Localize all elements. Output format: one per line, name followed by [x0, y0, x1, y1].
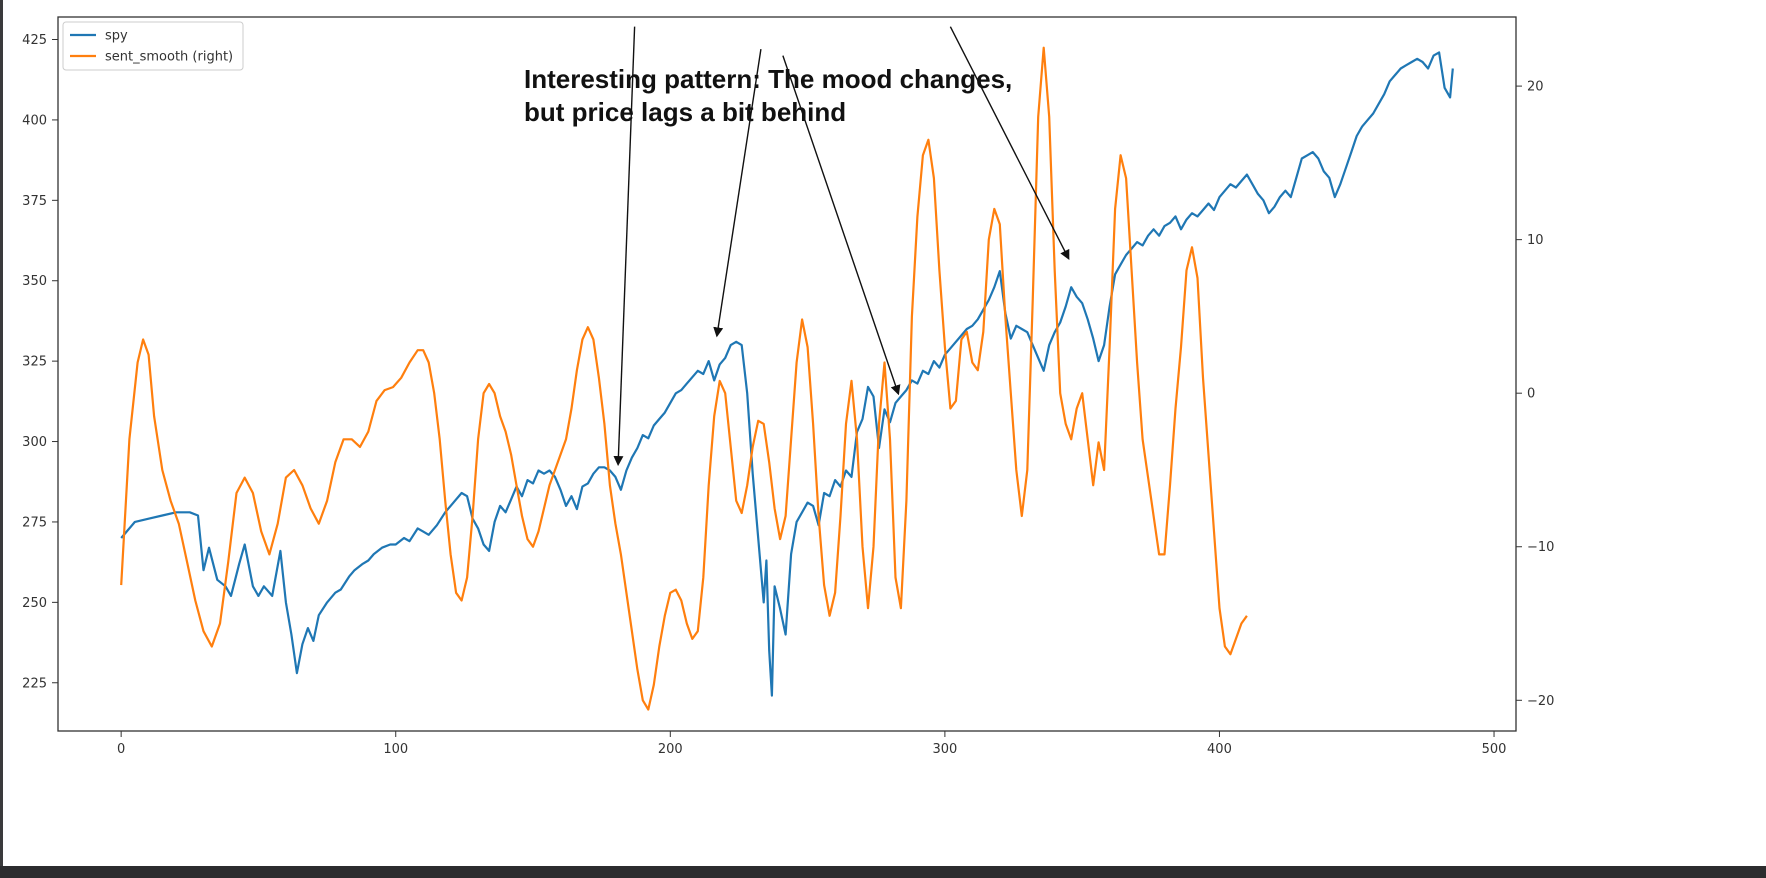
y-tick-label: 400 [22, 113, 47, 128]
y2-tick-label: 20 [1527, 80, 1544, 95]
y2-tick-label: −10 [1527, 540, 1554, 555]
y-tick-label: 250 [22, 596, 47, 611]
annotation-arrow [782, 55, 901, 396]
y-tick-label: 425 [22, 33, 47, 48]
y-tick-label: 225 [22, 676, 47, 691]
y-tick-label: 325 [22, 355, 47, 370]
annotation-text: Interesting pattern: The mood changes, bu… [524, 64, 1012, 127]
x-tick-label: 400 [1207, 742, 1232, 757]
annotation-line: Interesting pattern: The mood changes, [524, 64, 1012, 94]
series-line-sent-smooth [120, 46, 1248, 711]
window-edge [0, 0, 3, 866]
axes-frame [57, 16, 1517, 732]
y-tick-label: 375 [22, 194, 47, 209]
x-tick-label: 300 [932, 742, 957, 757]
annotation-line: but price lags a bit behind [524, 97, 846, 127]
legend: spy sent_smooth (right) [62, 21, 244, 71]
x-tick-label: 500 [1482, 742, 1507, 757]
y-tick-label: 300 [22, 435, 47, 450]
annotation-arrow [713, 49, 762, 338]
y2-tick-label: 0 [1527, 387, 1535, 402]
series-line-spy [120, 51, 1454, 697]
y2-tick-label: 10 [1527, 233, 1544, 248]
legend-box [62, 21, 244, 71]
annotation: Interesting pattern: The mood changes, bu… [524, 26, 1070, 467]
annotation-arrow [613, 26, 636, 467]
x-tick-label: 200 [658, 742, 683, 757]
series-layer [120, 46, 1454, 711]
axes-layer: 0 100 200 300 400 500225250275300325350375400… [22, 16, 1554, 757]
bottom-bar [0, 866, 1766, 878]
legend-label: sent_smooth (right) [105, 50, 233, 65]
annotation-arrow [949, 26, 1070, 260]
y2-tick-label: −20 [1527, 694, 1554, 709]
x-tick-label: 100 [383, 742, 408, 757]
x-tick-label: 0 [117, 742, 125, 757]
y-tick-label: 350 [22, 274, 47, 289]
legend-label: spy [105, 29, 128, 44]
y-tick-label: 275 [22, 515, 47, 530]
